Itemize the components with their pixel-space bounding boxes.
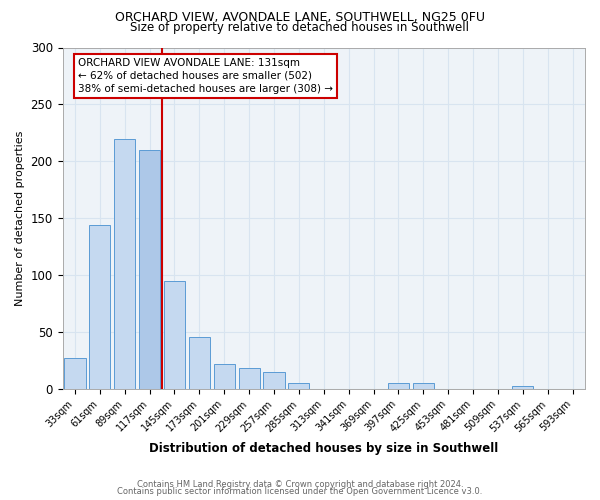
Text: ORCHARD VIEW, AVONDALE LANE, SOUTHWELL, NG25 0FU: ORCHARD VIEW, AVONDALE LANE, SOUTHWELL, … <box>115 11 485 24</box>
Bar <box>64 358 86 389</box>
Bar <box>388 384 409 389</box>
Bar <box>512 386 533 389</box>
Text: ORCHARD VIEW AVONDALE LANE: 131sqm
← 62% of detached houses are smaller (502)
38: ORCHARD VIEW AVONDALE LANE: 131sqm ← 62%… <box>78 58 333 94</box>
Bar <box>214 364 235 389</box>
Bar <box>289 384 310 389</box>
Bar <box>164 281 185 389</box>
Bar <box>139 150 160 389</box>
Bar <box>114 138 136 389</box>
Bar <box>263 372 284 389</box>
Text: Contains public sector information licensed under the Open Government Licence v3: Contains public sector information licen… <box>118 487 482 496</box>
Bar <box>413 384 434 389</box>
Text: Contains HM Land Registry data © Crown copyright and database right 2024.: Contains HM Land Registry data © Crown c… <box>137 480 463 489</box>
Bar <box>189 336 210 389</box>
Bar <box>89 225 110 389</box>
Text: Size of property relative to detached houses in Southwell: Size of property relative to detached ho… <box>131 21 470 34</box>
Bar <box>239 368 260 389</box>
Y-axis label: Number of detached properties: Number of detached properties <box>15 130 25 306</box>
X-axis label: Distribution of detached houses by size in Southwell: Distribution of detached houses by size … <box>149 442 499 455</box>
